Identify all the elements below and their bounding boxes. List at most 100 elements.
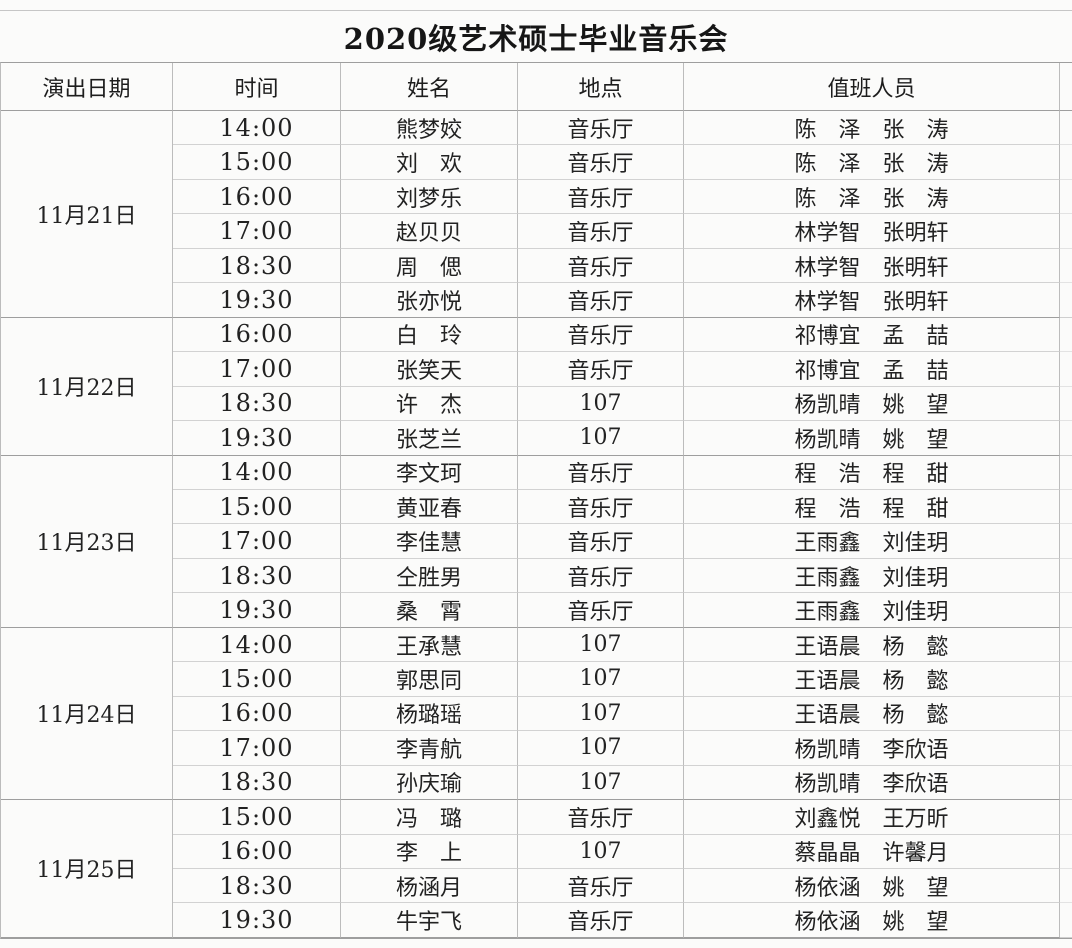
row-filler xyxy=(1060,593,1072,628)
name-cell: 白 玲 xyxy=(341,317,518,353)
place-cell: 音乐厅 xyxy=(518,179,684,215)
place-cell: 107 xyxy=(518,765,684,801)
place-cell: 音乐厅 xyxy=(518,558,684,594)
place-cell: 107 xyxy=(518,731,684,766)
staff-cell: 杨凯晴 李欣语 xyxy=(684,731,1060,766)
staff-cell: 蔡晶晶 许馨月 xyxy=(684,834,1060,869)
place-cell: 107 xyxy=(518,421,684,456)
time-cell: 16:00 xyxy=(173,317,341,353)
time-cell: 15:00 xyxy=(173,662,341,697)
staff-cell: 杨依涵 姚 望 xyxy=(684,903,1060,938)
name-cell: 牛宇飞 xyxy=(341,903,518,938)
time-cell: 14:00 xyxy=(173,627,341,663)
staff-cell: 杨依涵 姚 望 xyxy=(684,868,1060,904)
time-cell: 17:00 xyxy=(173,214,341,249)
staff-cell: 程 浩 程 甜 xyxy=(684,489,1060,525)
time-cell: 15:00 xyxy=(173,800,341,835)
row-filler xyxy=(1060,283,1072,318)
col-header-staff: 值班人员 xyxy=(684,63,1060,111)
place-cell: 107 xyxy=(518,696,684,732)
row-filler xyxy=(1060,456,1072,490)
staff-cell: 陈 泽 张 涛 xyxy=(684,145,1060,180)
time-cell: 18:30 xyxy=(173,868,341,904)
staff-cell: 祁博宜 孟 喆 xyxy=(684,317,1060,353)
time-cell: 16:00 xyxy=(173,179,341,215)
name-cell: 张亦悦 xyxy=(341,283,518,318)
place-cell: 音乐厅 xyxy=(518,283,684,318)
place-cell: 音乐厅 xyxy=(518,111,684,146)
staff-cell: 杨凯晴 姚 望 xyxy=(684,421,1060,456)
staff-cell: 陈 泽 张 涛 xyxy=(684,111,1060,146)
name-cell: 杨璐瑶 xyxy=(341,696,518,732)
date-cell: 11月25日 xyxy=(1,800,173,938)
name-cell: 桑 霄 xyxy=(341,593,518,628)
name-cell: 李文珂 xyxy=(341,455,518,490)
staff-cell: 王语晨 杨 懿 xyxy=(684,696,1060,732)
col-header-time: 时间 xyxy=(173,63,341,111)
place-cell: 音乐厅 xyxy=(518,903,684,938)
staff-cell: 祁博宜 孟 喆 xyxy=(684,352,1060,387)
row-filler xyxy=(1060,835,1072,869)
name-cell: 张笑天 xyxy=(341,352,518,387)
time-cell: 18:30 xyxy=(173,558,341,594)
staff-cell: 林学智 张明轩 xyxy=(684,248,1060,284)
time-cell: 18:30 xyxy=(173,765,341,801)
date-cell: 11月23日 xyxy=(1,455,173,628)
staff-cell: 王语晨 杨 懿 xyxy=(684,662,1060,697)
row-filler xyxy=(1060,662,1072,697)
row-filler xyxy=(1060,318,1072,353)
row-filler xyxy=(1060,869,1072,904)
place-cell: 音乐厅 xyxy=(518,524,684,559)
name-cell: 李青航 xyxy=(341,731,518,766)
row-filler xyxy=(1060,249,1072,284)
name-cell: 熊梦姣 xyxy=(341,111,518,146)
title-row: 2020级艺术硕士毕业音乐会 xyxy=(0,10,1072,62)
staff-cell: 王语晨 杨 懿 xyxy=(684,627,1060,663)
staff-cell: 杨凯晴 李欣语 xyxy=(684,765,1060,801)
name-cell: 王承慧 xyxy=(341,627,518,663)
time-cell: 14:00 xyxy=(173,111,341,146)
row-filler xyxy=(1060,352,1072,387)
header-filler xyxy=(1060,63,1072,111)
row-filler xyxy=(1060,180,1072,215)
place-cell: 107 xyxy=(518,627,684,663)
name-cell: 黄亚春 xyxy=(341,489,518,525)
place-cell: 音乐厅 xyxy=(518,214,684,249)
col-header-date: 演出日期 xyxy=(1,63,173,111)
name-cell: 刘梦乐 xyxy=(341,179,518,215)
place-cell: 音乐厅 xyxy=(518,248,684,284)
staff-cell: 林学智 张明轩 xyxy=(684,214,1060,249)
row-filler xyxy=(1060,490,1072,525)
place-cell: 音乐厅 xyxy=(518,800,684,835)
col-header-name: 姓名 xyxy=(341,63,518,111)
date-cell: 11月24日 xyxy=(1,627,173,801)
date-cell: 11月21日 xyxy=(1,111,173,318)
name-cell: 刘 欢 xyxy=(341,145,518,180)
time-cell: 14:00 xyxy=(173,455,341,490)
row-filler xyxy=(1060,559,1072,594)
row-filler xyxy=(1060,214,1072,249)
row-filler xyxy=(1060,524,1072,559)
row-filler xyxy=(1060,766,1072,801)
place-cell: 音乐厅 xyxy=(518,455,684,490)
place-cell: 音乐厅 xyxy=(518,317,684,353)
time-cell: 15:00 xyxy=(173,145,341,180)
staff-cell: 王雨鑫 刘佳玥 xyxy=(684,524,1060,559)
place-cell: 107 xyxy=(518,834,684,869)
time-cell: 15:00 xyxy=(173,489,341,525)
staff-cell: 程 浩 程 甜 xyxy=(684,455,1060,490)
name-cell: 张芝兰 xyxy=(341,421,518,456)
row-filler xyxy=(1060,800,1072,835)
time-cell: 19:30 xyxy=(173,421,341,456)
time-cell: 18:30 xyxy=(173,386,341,422)
name-cell: 李佳慧 xyxy=(341,524,518,559)
place-cell: 音乐厅 xyxy=(518,145,684,180)
time-cell: 16:00 xyxy=(173,696,341,732)
row-filler xyxy=(1060,145,1072,180)
place-cell: 音乐厅 xyxy=(518,868,684,904)
place-cell: 音乐厅 xyxy=(518,593,684,628)
place-cell: 音乐厅 xyxy=(518,352,684,387)
staff-cell: 王雨鑫 刘佳玥 xyxy=(684,558,1060,594)
row-filler xyxy=(1060,697,1072,732)
time-cell: 19:30 xyxy=(173,283,341,318)
